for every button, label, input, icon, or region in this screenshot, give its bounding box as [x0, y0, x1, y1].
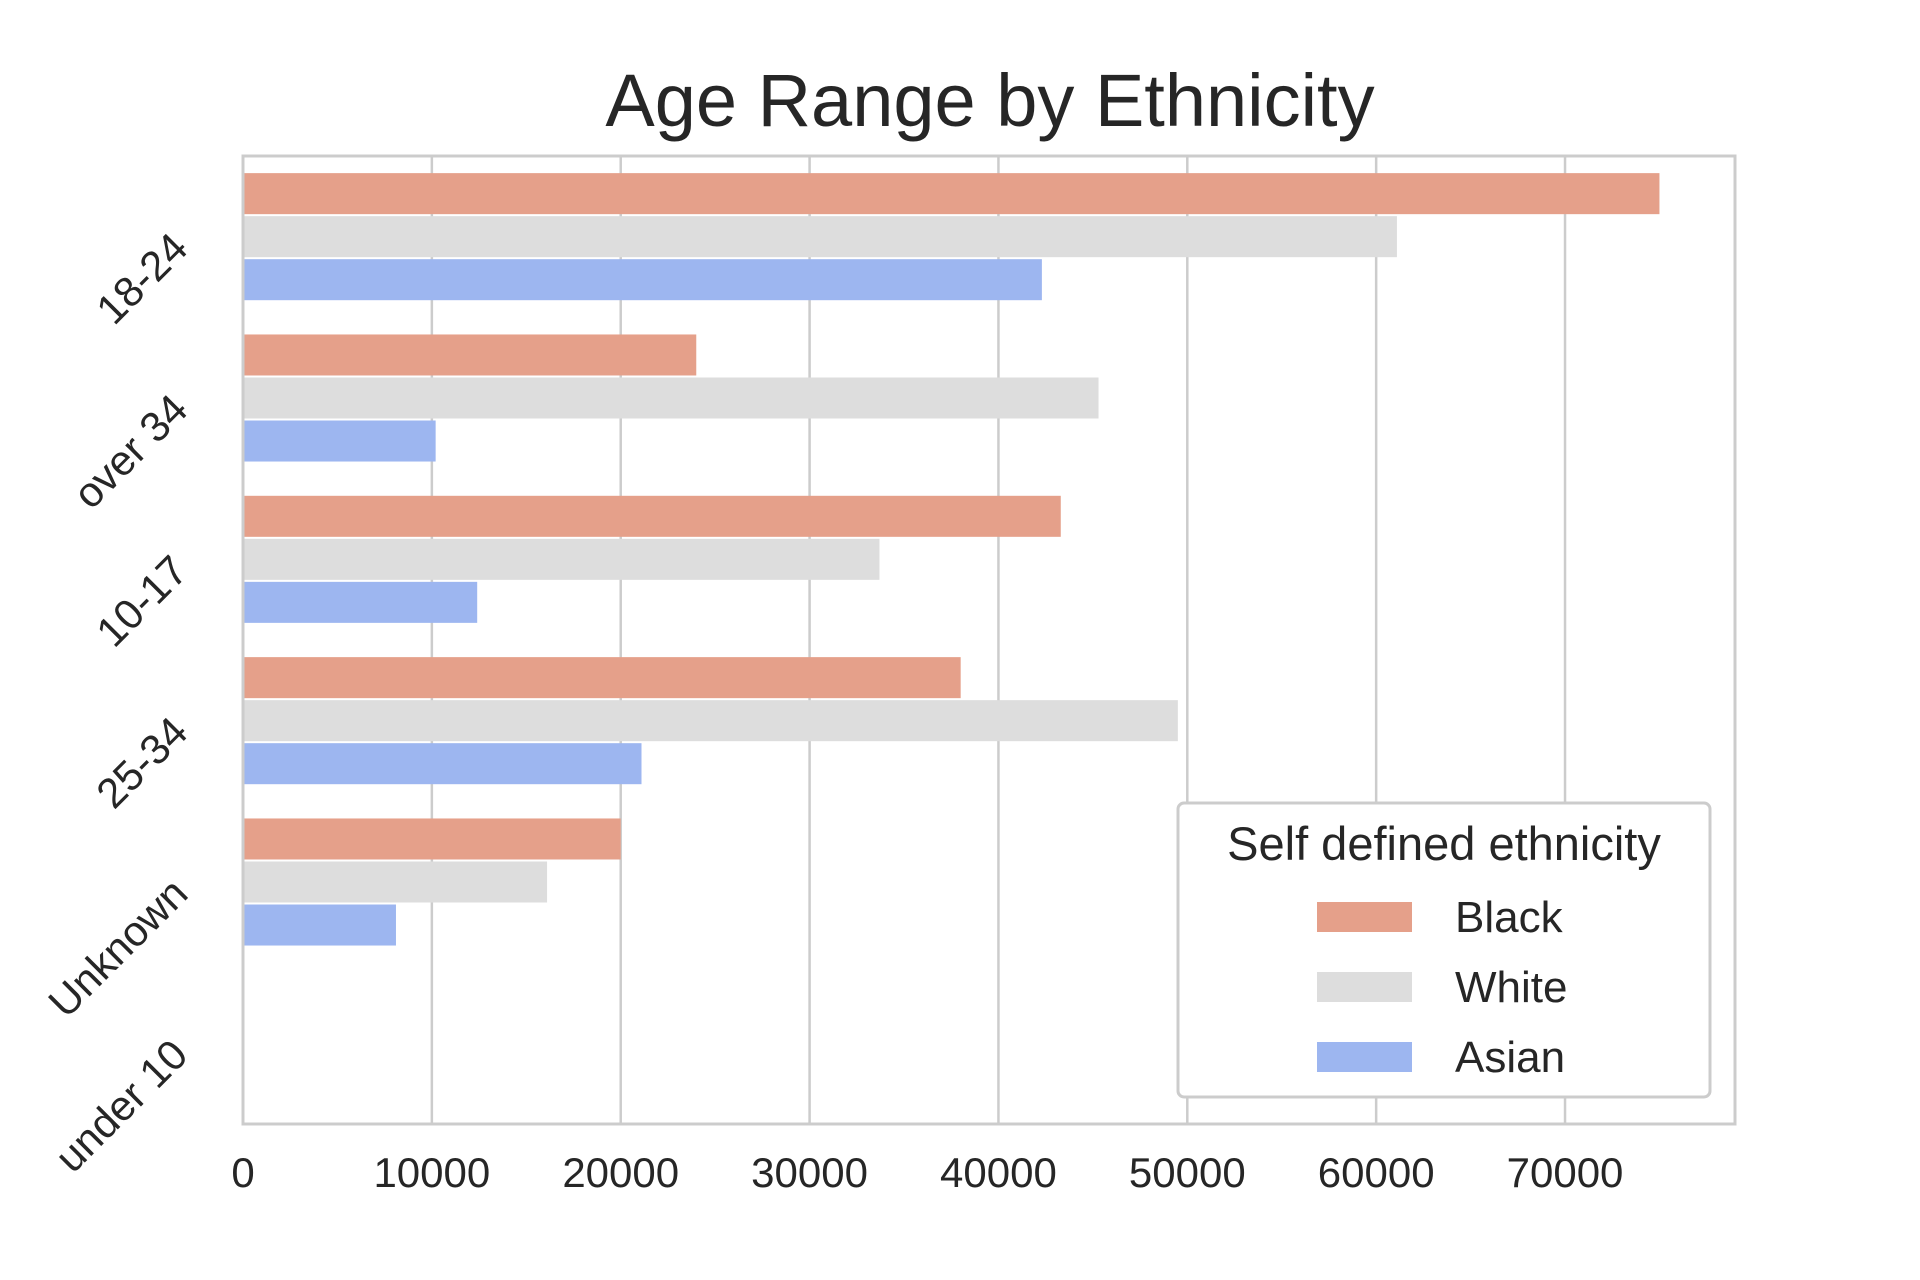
legend-title: Self defined ethnicity — [1227, 817, 1661, 870]
bar-black-10-17 — [243, 495, 1061, 537]
bar-black-over-34 — [243, 334, 697, 376]
bars — [243, 173, 1660, 946]
x-tick-label: 30000 — [751, 1149, 868, 1196]
bar-black-unknown — [243, 818, 621, 860]
legend-items: Black White Asian — [1317, 893, 1567, 1082]
bar-white-18-24 — [243, 216, 1397, 258]
bar-white-10-17 — [243, 538, 880, 580]
x-tick-label: 40000 — [940, 1149, 1057, 1196]
plot-frame — [241, 154, 1737, 1126]
legend-label-asian: Asian — [1455, 1033, 1565, 1082]
bar-asian-25-34 — [243, 743, 642, 785]
legend-swatch-black — [1317, 902, 1412, 932]
legend-swatch-white — [1317, 972, 1412, 1002]
x-tick-label: 60000 — [1318, 1149, 1435, 1196]
bar-white-over-34 — [243, 377, 1099, 419]
bar-asian-unknown — [243, 904, 396, 946]
bar-white-25-34 — [243, 700, 1178, 742]
bar-asian-10-17 — [243, 581, 478, 623]
bar-white-unknown — [243, 861, 548, 903]
legend: Self defined ethnicity Black White Asian — [1176, 801, 1712, 1099]
legend-label-black: Black — [1455, 893, 1564, 942]
x-tick-label: 20000 — [562, 1149, 679, 1196]
x-tick-label: 70000 — [1507, 1149, 1624, 1196]
x-tick-label: 10000 — [373, 1149, 490, 1196]
bar-asian-18-24 — [243, 259, 1042, 301]
chart-title: Age Range by Ethnicity — [605, 59, 1374, 142]
bar-asian-over-34 — [243, 420, 436, 462]
x-tick-label: 50000 — [1129, 1149, 1246, 1196]
bar-black-25-34 — [243, 657, 961, 699]
legend-label-white: White — [1455, 963, 1567, 1012]
legend-swatch-asian — [1317, 1042, 1412, 1072]
legend-frame — [1176, 801, 1712, 1099]
x-tick-label: 0 — [231, 1149, 254, 1196]
bar-black-18-24 — [243, 173, 1660, 215]
x-axis-tick-labels: 0 10000 20000 30000 40000 50000 60000 70000 — [231, 1149, 1623, 1196]
